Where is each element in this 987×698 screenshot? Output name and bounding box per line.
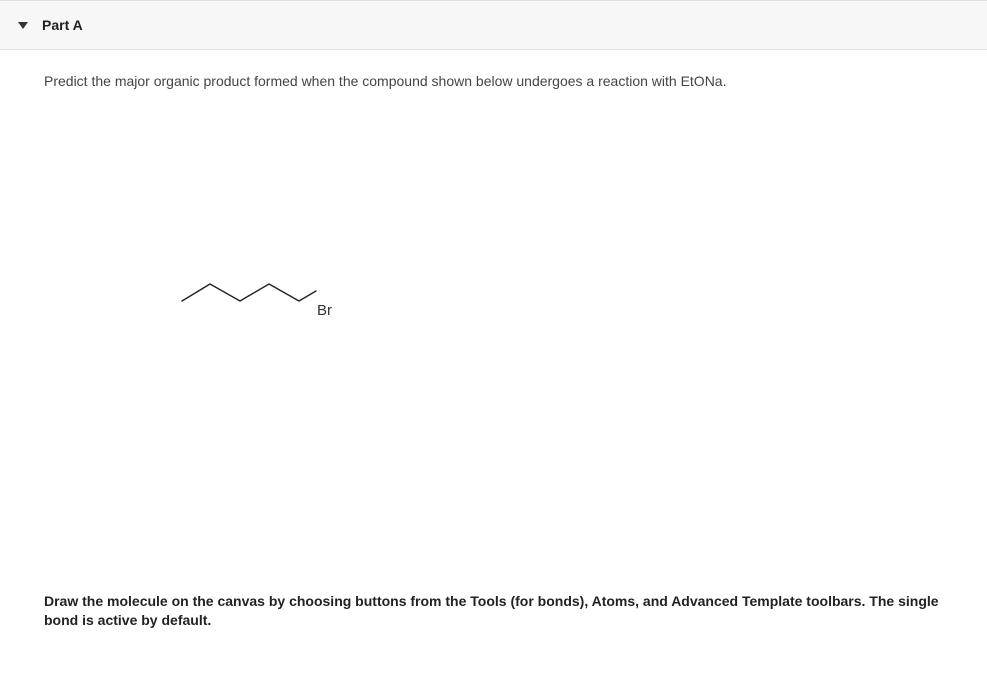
molecule-structure [164, 272, 364, 332]
question-prompt: Predict the major organic product formed… [44, 72, 943, 92]
atom-label-br: Br [317, 302, 332, 319]
collapse-triangle-icon [18, 22, 28, 29]
drawing-instructions: Draw the molecule on the canvas by choos… [0, 592, 987, 641]
part-header[interactable]: Part A [0, 0, 987, 50]
part-title: Part A [42, 17, 83, 33]
molecule-canvas: Br [44, 92, 943, 592]
question-content: Predict the major organic product formed… [0, 50, 987, 592]
